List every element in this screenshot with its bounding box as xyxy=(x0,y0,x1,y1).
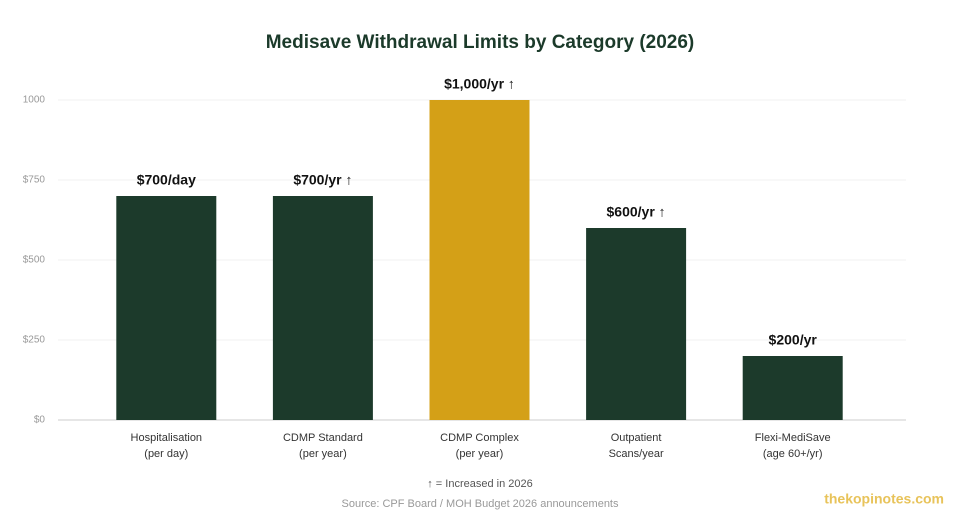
x-tick-label: (per year) xyxy=(299,448,347,460)
value-label: $700/day xyxy=(137,172,196,188)
x-tick-label: CDMP Standard xyxy=(283,432,363,444)
value-label: $1,000/yr ↑ xyxy=(444,76,515,92)
x-tick-label: Scans/year xyxy=(609,448,664,460)
y-tick-label: $250 xyxy=(23,335,46,346)
bar xyxy=(742,356,843,420)
bar xyxy=(116,196,217,420)
y-tick-label: $500 xyxy=(23,255,46,266)
source: Source: CPF Board / MOH Budget 2026 anno… xyxy=(342,498,619,510)
x-tick-label: (per day) xyxy=(144,448,188,460)
bar xyxy=(586,228,687,420)
x-tick-label: Flexi-MediSave xyxy=(755,432,831,444)
bar xyxy=(272,196,373,420)
x-tick-label: Hospitalisation xyxy=(131,432,203,444)
chart-title: Medisave Withdrawal Limits by Category (… xyxy=(266,32,695,53)
y-tick-label: $750 xyxy=(23,175,46,186)
value-label: $200/yr xyxy=(769,332,818,348)
y-tick-label: 1000 xyxy=(23,95,46,106)
bar xyxy=(429,100,530,420)
watermark: thekopinotes.com xyxy=(824,491,944,507)
x-tick-label: (age 60+/yr) xyxy=(763,448,823,460)
x-tick-label: CDMP Complex xyxy=(440,432,519,444)
value-label: $600/yr ↑ xyxy=(607,204,666,220)
value-label: $700/yr ↑ xyxy=(293,172,352,188)
footnote: ↑ = Increased in 2026 xyxy=(427,478,533,490)
x-tick-label: Outpatient xyxy=(611,432,662,444)
y-tick-label: $0 xyxy=(34,415,46,426)
x-tick-label: (per year) xyxy=(456,448,504,460)
